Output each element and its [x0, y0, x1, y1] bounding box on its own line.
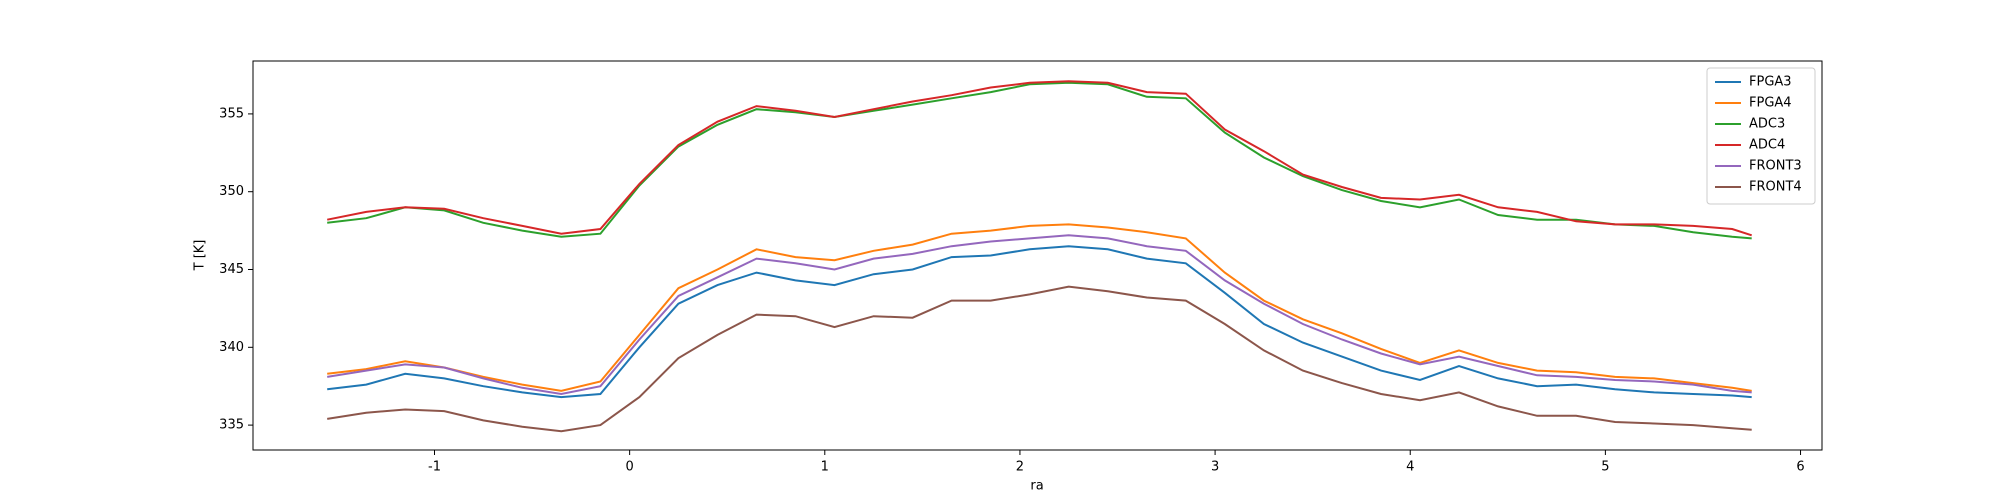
- x-tick-label: 3: [1211, 460, 1219, 475]
- series-line: [327, 285, 1752, 433]
- legend-label: ADC3: [1749, 117, 1785, 132]
- series-line: [327, 223, 1752, 392]
- series-line: [327, 80, 1753, 237]
- x-tick-label: -1: [428, 460, 441, 475]
- series-line: [327, 245, 1752, 399]
- x-tick-label: 5: [1601, 460, 1609, 475]
- x-axis-label: ra: [1030, 479, 1043, 494]
- x-tick-label: 4: [1406, 460, 1414, 475]
- y-tick-label: 335: [219, 418, 244, 433]
- y-tick-label: 340: [219, 340, 244, 355]
- legend-label: ADC4: [1749, 138, 1785, 153]
- y-tick-label: 355: [219, 106, 244, 121]
- x-tick-label: 6: [1796, 460, 1804, 475]
- legend-label: FPGA3: [1749, 75, 1792, 90]
- y-axis-label: T [K]: [193, 240, 208, 272]
- x-tick-label: 2: [1016, 460, 1024, 475]
- series-line: [327, 81, 1752, 240]
- legend-label: FRONT4: [1749, 180, 1802, 195]
- series-line: [327, 234, 1752, 396]
- plot-frame: [252, 60, 1823, 451]
- y-tick-label: 345: [219, 262, 244, 277]
- y-tick-label: 350: [219, 184, 244, 199]
- legend-label: FPGA4: [1749, 96, 1792, 111]
- x-tick-label: 1: [821, 460, 829, 475]
- x-tick-label: 0: [625, 460, 633, 475]
- legend-label: FRONT3: [1749, 159, 1802, 174]
